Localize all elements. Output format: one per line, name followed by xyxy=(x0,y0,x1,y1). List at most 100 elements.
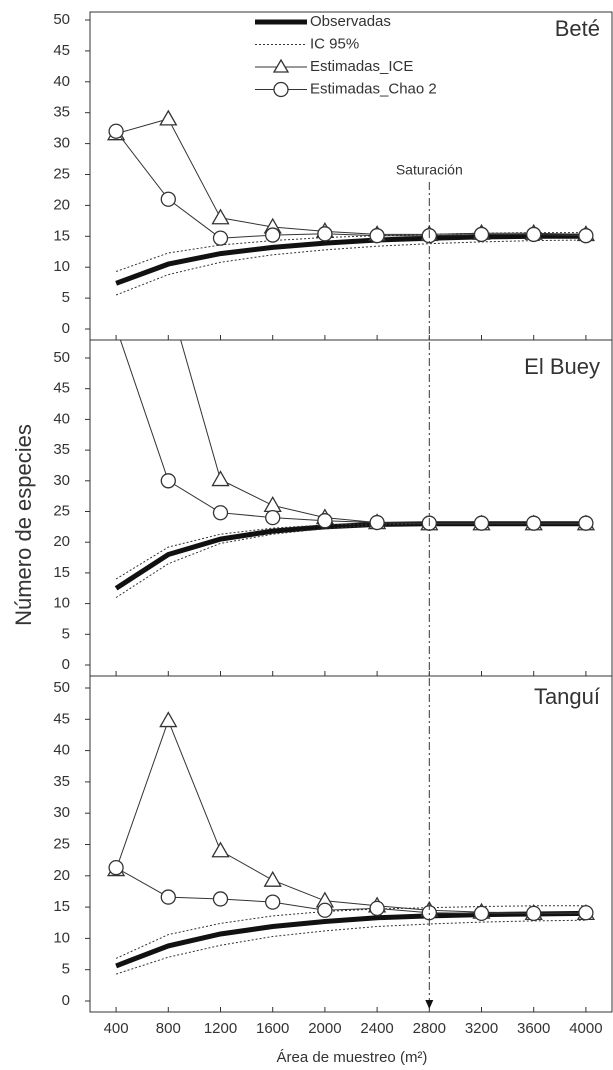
y-tick-label: 50 xyxy=(53,11,70,28)
estimate-line xyxy=(180,340,586,525)
estimate-line xyxy=(115,130,586,239)
legend-label: Estimadas_Chao 2 xyxy=(310,80,437,97)
y-tick-label: 0 xyxy=(62,992,70,1009)
circle-marker xyxy=(578,515,594,531)
x-axis-label: Área de muestreo (m²) xyxy=(277,1049,428,1066)
y-tick-label: 20 xyxy=(53,533,70,550)
x-tick-label: 3200 xyxy=(465,1020,498,1037)
ci-line xyxy=(115,523,586,598)
circle-marker xyxy=(212,891,229,907)
legend-label: Observadas xyxy=(310,13,391,30)
series-group xyxy=(106,109,596,296)
y-tick-label: 45 xyxy=(53,42,70,59)
circle-marker xyxy=(109,320,123,334)
y-tick-label: 20 xyxy=(53,867,70,884)
estimate-line xyxy=(119,340,586,524)
y-tick-label: 35 xyxy=(53,104,70,121)
y-tick-label: 30 xyxy=(53,135,70,152)
ci-line xyxy=(115,232,586,272)
y-tick-label: 25 xyxy=(53,165,70,182)
x-tick-label: 800 xyxy=(156,1020,181,1037)
circle-marker xyxy=(108,123,124,139)
circle-marker xyxy=(317,513,333,529)
y-tick-label: 10 xyxy=(53,258,70,275)
circle-marker xyxy=(265,227,281,243)
observed-line xyxy=(115,233,586,286)
observed-line xyxy=(114,521,586,591)
triangle-marker xyxy=(211,841,230,858)
y-tick-label: 15 xyxy=(53,227,70,244)
triangle-marker xyxy=(159,711,178,728)
y-tick-label: 40 xyxy=(53,742,70,759)
y-tick-label: 10 xyxy=(53,929,70,946)
circle-marker xyxy=(160,889,176,905)
ci-line xyxy=(115,919,586,975)
panel-title: Tanguí xyxy=(534,684,600,709)
x-tick-label: 400 xyxy=(104,1020,129,1037)
circle-marker xyxy=(578,228,594,244)
circle-marker xyxy=(369,900,385,917)
y-tick-label: 35 xyxy=(53,773,70,790)
triangle-marker xyxy=(108,166,124,180)
y-tick-label: 40 xyxy=(53,73,70,90)
legend-marker xyxy=(272,58,290,73)
x-tick-label: 3600 xyxy=(517,1020,550,1037)
annotation: Saturación xyxy=(396,162,463,178)
triangle-marker xyxy=(263,870,282,887)
y-tick-label: 50 xyxy=(53,679,70,696)
ci-line xyxy=(115,905,586,959)
plot-frame xyxy=(89,339,613,677)
y-tick-label: 45 xyxy=(53,380,70,397)
circle-marker xyxy=(160,191,176,207)
circle-marker xyxy=(317,226,333,242)
x-tick-label: 2000 xyxy=(308,1020,341,1037)
estimate-line xyxy=(115,867,586,914)
y-tick-label: 30 xyxy=(53,472,70,489)
circle-marker xyxy=(369,228,385,244)
triangle-marker xyxy=(160,289,176,303)
x-tick-label: 2400 xyxy=(360,1020,393,1037)
y-tick-label: 5 xyxy=(62,961,70,978)
ci-line xyxy=(115,522,586,580)
legend-label: IC 95% xyxy=(310,35,359,52)
circle-marker xyxy=(578,905,594,921)
y-tick-label: 0 xyxy=(62,656,70,673)
circle-marker xyxy=(526,905,542,922)
circle-marker xyxy=(369,514,385,531)
estimate-line xyxy=(115,719,586,914)
circle-marker xyxy=(212,505,229,521)
ci-line xyxy=(115,239,586,296)
x-tick-label: 1200 xyxy=(204,1020,237,1037)
estimate-line xyxy=(115,118,586,235)
panel-title: El Buey xyxy=(524,354,600,379)
y-tick-label: 35 xyxy=(53,441,70,458)
series-group xyxy=(108,166,596,598)
y-tick-label: 40 xyxy=(53,410,70,427)
triangle-marker xyxy=(263,496,282,513)
y-tick-label: 15 xyxy=(53,898,70,915)
legend-label: Estimadas_ICE xyxy=(310,58,413,75)
series-group xyxy=(106,711,596,975)
circle-marker xyxy=(473,226,490,243)
circle-marker xyxy=(317,902,333,918)
legend-marker xyxy=(273,81,289,98)
circle-marker xyxy=(160,473,176,489)
circle-marker xyxy=(212,230,229,246)
circle-marker xyxy=(265,509,281,526)
observed-line xyxy=(115,910,586,969)
y-tick-label: 45 xyxy=(53,710,70,727)
panel-title: Beté xyxy=(555,16,600,41)
circle-marker xyxy=(473,515,490,531)
circle-marker xyxy=(473,905,490,922)
y-axis-label: Número de especies xyxy=(11,424,36,626)
y-tick-label: 25 xyxy=(53,502,70,519)
y-tick-label: 5 xyxy=(62,289,70,306)
saturation-arrow xyxy=(425,1000,434,1009)
y-tick-label: 25 xyxy=(53,835,70,852)
y-tick-label: 50 xyxy=(53,349,70,366)
circle-marker xyxy=(265,894,281,910)
y-tick-label: 20 xyxy=(53,196,70,213)
triangle-marker xyxy=(159,109,178,126)
circle-marker xyxy=(108,860,124,876)
